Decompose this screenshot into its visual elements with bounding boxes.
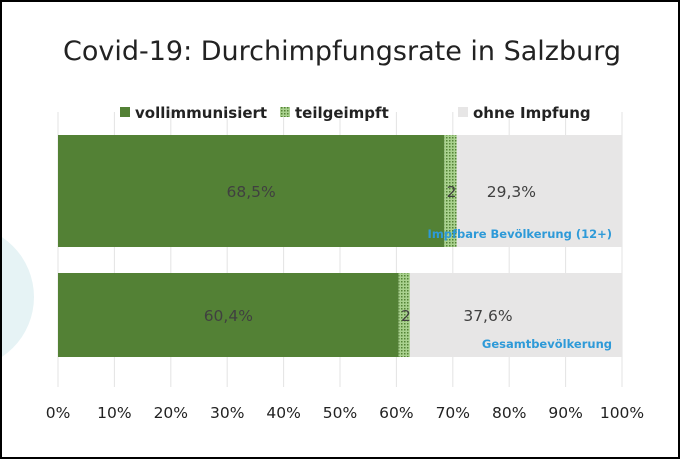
chart-title: Covid-19: Durchimpfungsrate in Salzburg (63, 36, 621, 67)
data-label: 29,3% (487, 183, 536, 201)
bar-vollimmunisiert (58, 135, 445, 247)
x-tick-label: 70% (436, 404, 470, 422)
legend-swatch (120, 107, 130, 117)
x-tick-label: 60% (379, 404, 413, 422)
category-label: Gesamtbevölkerung (482, 337, 612, 351)
legend-label: ohne Impfung (473, 104, 591, 122)
bar-teilgeimpft (444, 135, 457, 247)
legend-swatch (458, 107, 468, 117)
legend-label: teilgeimpft (295, 104, 389, 122)
x-tick-label: 30% (210, 404, 244, 422)
x-tick-label: 0% (46, 404, 71, 422)
legend-label: vollimmunisiert (135, 104, 267, 122)
bar-ohne-impfung (456, 135, 622, 247)
data-label: 60,4% (204, 307, 253, 325)
x-tick-label: 50% (323, 404, 357, 422)
background-logo-circle (2, 237, 34, 357)
x-tick-label: 80% (492, 404, 526, 422)
x-tick-label: 20% (154, 404, 188, 422)
bar-ohne-impfung (409, 273, 622, 357)
bar-teilgeimpft (398, 273, 410, 357)
legend-swatch (280, 107, 290, 117)
x-tick-label: 10% (97, 404, 131, 422)
data-label: 37,6% (463, 307, 512, 325)
data-label: 68,5% (227, 183, 276, 201)
x-tick-label: 100% (600, 404, 644, 422)
x-tick-label: 90% (548, 404, 582, 422)
x-tick-label: 40% (266, 404, 300, 422)
bar-vollimmunisiert (58, 273, 399, 357)
category-label: Impfbare Bevölkerung (12+) (428, 227, 612, 241)
